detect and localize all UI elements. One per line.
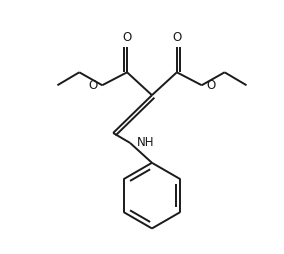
Text: O: O — [122, 31, 132, 44]
Text: O: O — [88, 79, 97, 92]
Text: O: O — [207, 79, 216, 92]
Text: NH: NH — [137, 136, 154, 149]
Text: O: O — [172, 31, 181, 44]
